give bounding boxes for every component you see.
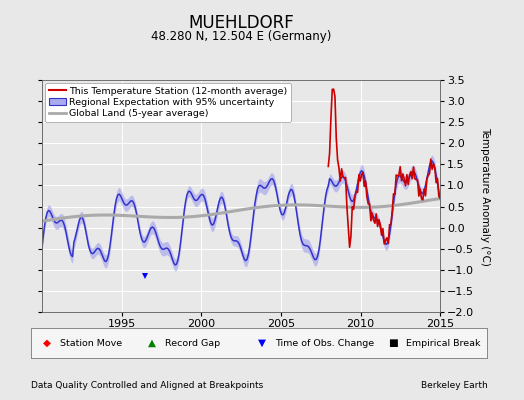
Legend: This Temperature Station (12-month average), Regional Expectation with 95% uncer: This Temperature Station (12-month avera… [45,83,291,122]
Text: Empirical Break: Empirical Break [406,338,481,348]
Text: Berkeley Earth: Berkeley Earth [421,381,487,390]
Text: Record Gap: Record Gap [165,338,220,348]
Text: MUEHLDORF: MUEHLDORF [188,14,294,32]
Text: 48.280 N, 12.504 E (Germany): 48.280 N, 12.504 E (Germany) [151,30,331,43]
Y-axis label: Temperature Anomaly (°C): Temperature Anomaly (°C) [480,126,490,266]
Text: ▼: ▼ [258,338,266,348]
Text: Station Move: Station Move [60,338,123,348]
Text: Time of Obs. Change: Time of Obs. Change [275,338,374,348]
Text: ■: ■ [388,338,398,348]
Text: Data Quality Controlled and Aligned at Breakpoints: Data Quality Controlled and Aligned at B… [31,381,264,390]
Text: ▲: ▲ [148,338,156,348]
Text: ◆: ◆ [43,338,51,348]
